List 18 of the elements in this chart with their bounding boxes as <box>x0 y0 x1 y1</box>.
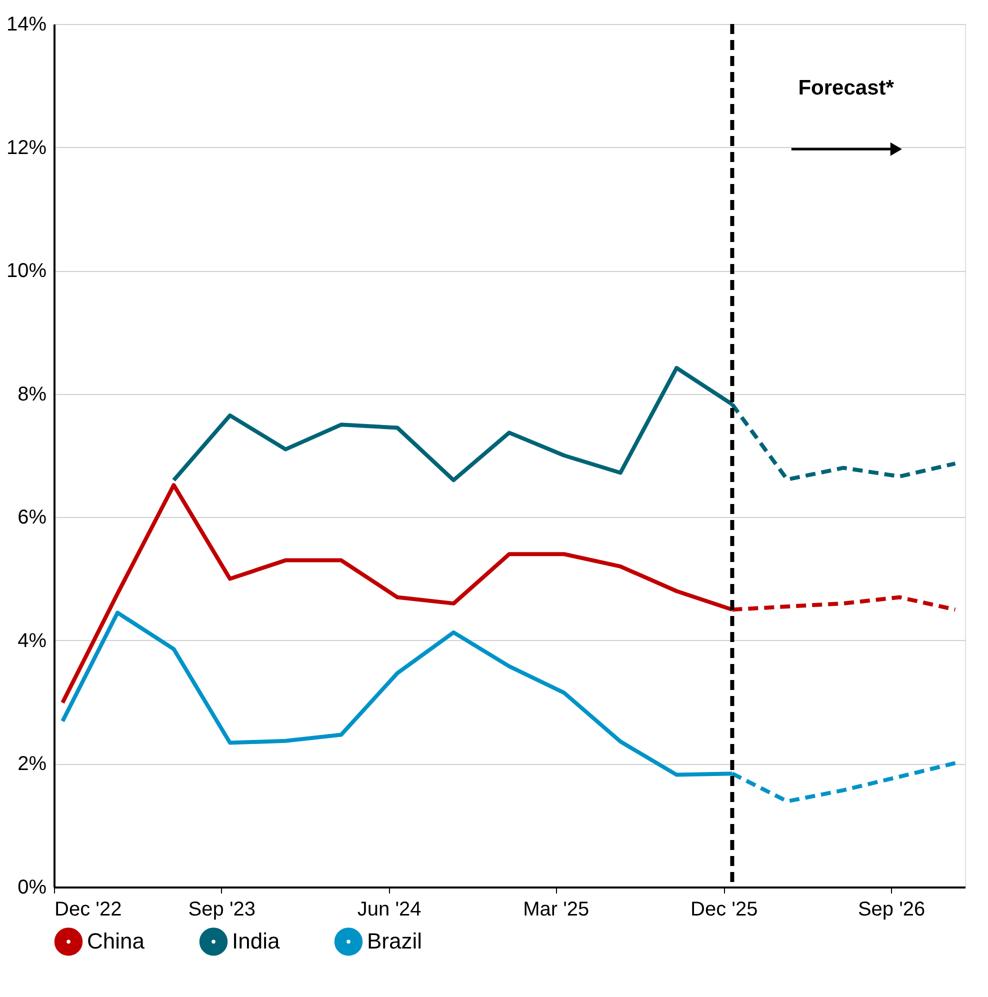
x-tick-label: Dec '25 <box>690 898 758 920</box>
legend-label: China <box>87 928 146 954</box>
x-tick-label: Sep '26 <box>858 898 926 920</box>
x-tick-label: Sep '23 <box>188 898 256 920</box>
y-tick-label: 14% <box>6 14 47 36</box>
y-tick-label: 4% <box>18 630 47 652</box>
y-tick-label: 10% <box>6 260 47 282</box>
legend-label: Brazil <box>367 928 422 954</box>
y-tick-label: 6% <box>18 506 47 529</box>
y-tick-label: 0% <box>18 876 47 898</box>
y-tick-label: 12% <box>6 136 47 159</box>
x-tick-label: Jun '24 <box>357 898 422 920</box>
annotation: Forecast* <box>798 76 895 100</box>
y-tick-label: 8% <box>18 383 47 406</box>
y-tick-label: 2% <box>18 753 47 776</box>
x-tick-label: Mar '25 <box>523 898 590 920</box>
legend-label: India <box>232 928 280 954</box>
x-tick-label: Dec '22 <box>54 898 122 920</box>
